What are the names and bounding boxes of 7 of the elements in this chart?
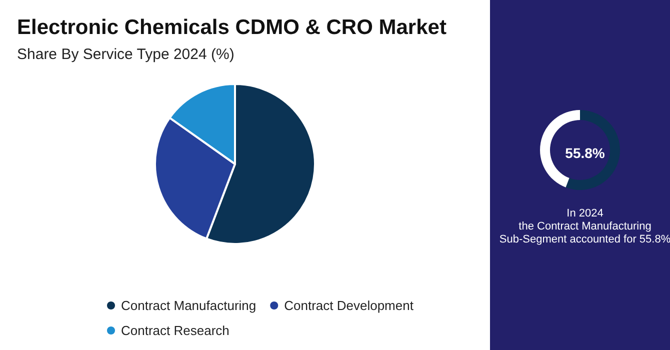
chart-title: Electronic Chemicals CDMO & CRO Market	[17, 16, 446, 39]
legend-label: Contract Research	[121, 323, 230, 338]
chart-subtitle: Share By Service Type 2024 (%)	[17, 46, 234, 63]
legend-label: Contract Development	[284, 298, 414, 313]
legend-label: Contract Manufacturing	[121, 298, 256, 313]
text: In 2024 the Contract Manufacturing Sub-Segment accounted for 55.8%	[499, 208, 670, 246]
text: 55.8%	[565, 145, 606, 161]
